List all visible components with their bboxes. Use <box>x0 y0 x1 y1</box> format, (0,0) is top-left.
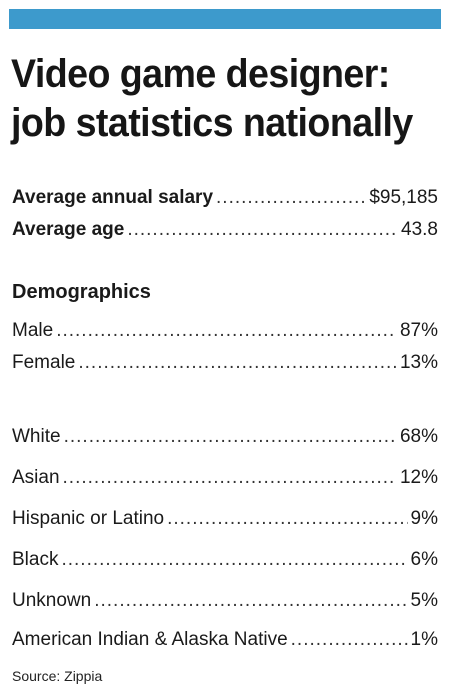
stat-row-unknown: Unknown 5% <box>12 589 438 613</box>
stat-value: $95,185 <box>369 187 438 208</box>
title-line-1: Video game designer: <box>11 52 390 96</box>
dot-leader <box>216 186 366 210</box>
stat-value: 12% <box>399 467 438 488</box>
stat-row-american-indian: American Indian & Alaska Native 1% <box>12 628 438 652</box>
stat-value: 9% <box>410 508 438 529</box>
stat-row-male: Male 87% <box>12 319 438 343</box>
stat-label: Unknown <box>12 590 92 611</box>
stat-label: Hispanic or Latino <box>12 508 165 529</box>
page-title: Video game designer: job statistics nati… <box>11 50 415 148</box>
demographics-heading: Demographics <box>12 281 151 303</box>
stat-label: Average annual salary <box>12 187 214 208</box>
stat-value: 13% <box>399 352 438 373</box>
title-line-2: job statistics nationally <box>11 101 413 145</box>
dot-leader <box>127 218 398 242</box>
dot-leader <box>63 466 397 490</box>
stat-label: White <box>12 426 61 447</box>
stat-row-age: Average age 43.8 <box>12 218 438 242</box>
stat-value: 1% <box>410 629 438 650</box>
stat-label: American Indian & Alaska Native <box>12 629 288 650</box>
stat-row-white: White 68% <box>12 425 438 449</box>
source-credit: Source: Zippia <box>12 668 103 684</box>
stat-row-asian: Asian 12% <box>12 466 438 490</box>
stat-value: 6% <box>410 549 438 570</box>
stat-value: 87% <box>399 320 438 341</box>
dot-leader <box>61 548 407 572</box>
dot-leader <box>291 628 408 652</box>
stat-row-black: Black 6% <box>12 548 438 572</box>
stat-label: Asian <box>12 467 60 488</box>
stat-row-salary: Average annual salary $95,185 <box>12 186 438 210</box>
dot-leader <box>167 507 407 531</box>
stat-label: Male <box>12 320 54 341</box>
dot-leader <box>78 351 397 375</box>
dot-leader <box>94 589 407 613</box>
header-accent-bar <box>9 9 441 29</box>
stat-label: Black <box>12 549 59 570</box>
stat-row-hispanic: Hispanic or Latino 9% <box>12 507 438 531</box>
stat-row-female: Female 13% <box>12 351 438 375</box>
stat-value: 5% <box>410 590 438 611</box>
stat-label: Average age <box>12 219 125 240</box>
dot-leader <box>56 319 397 343</box>
dot-leader <box>64 425 397 449</box>
stat-label: Female <box>12 352 76 373</box>
stat-value: 68% <box>399 426 438 447</box>
stat-value: 43.8 <box>401 219 438 240</box>
